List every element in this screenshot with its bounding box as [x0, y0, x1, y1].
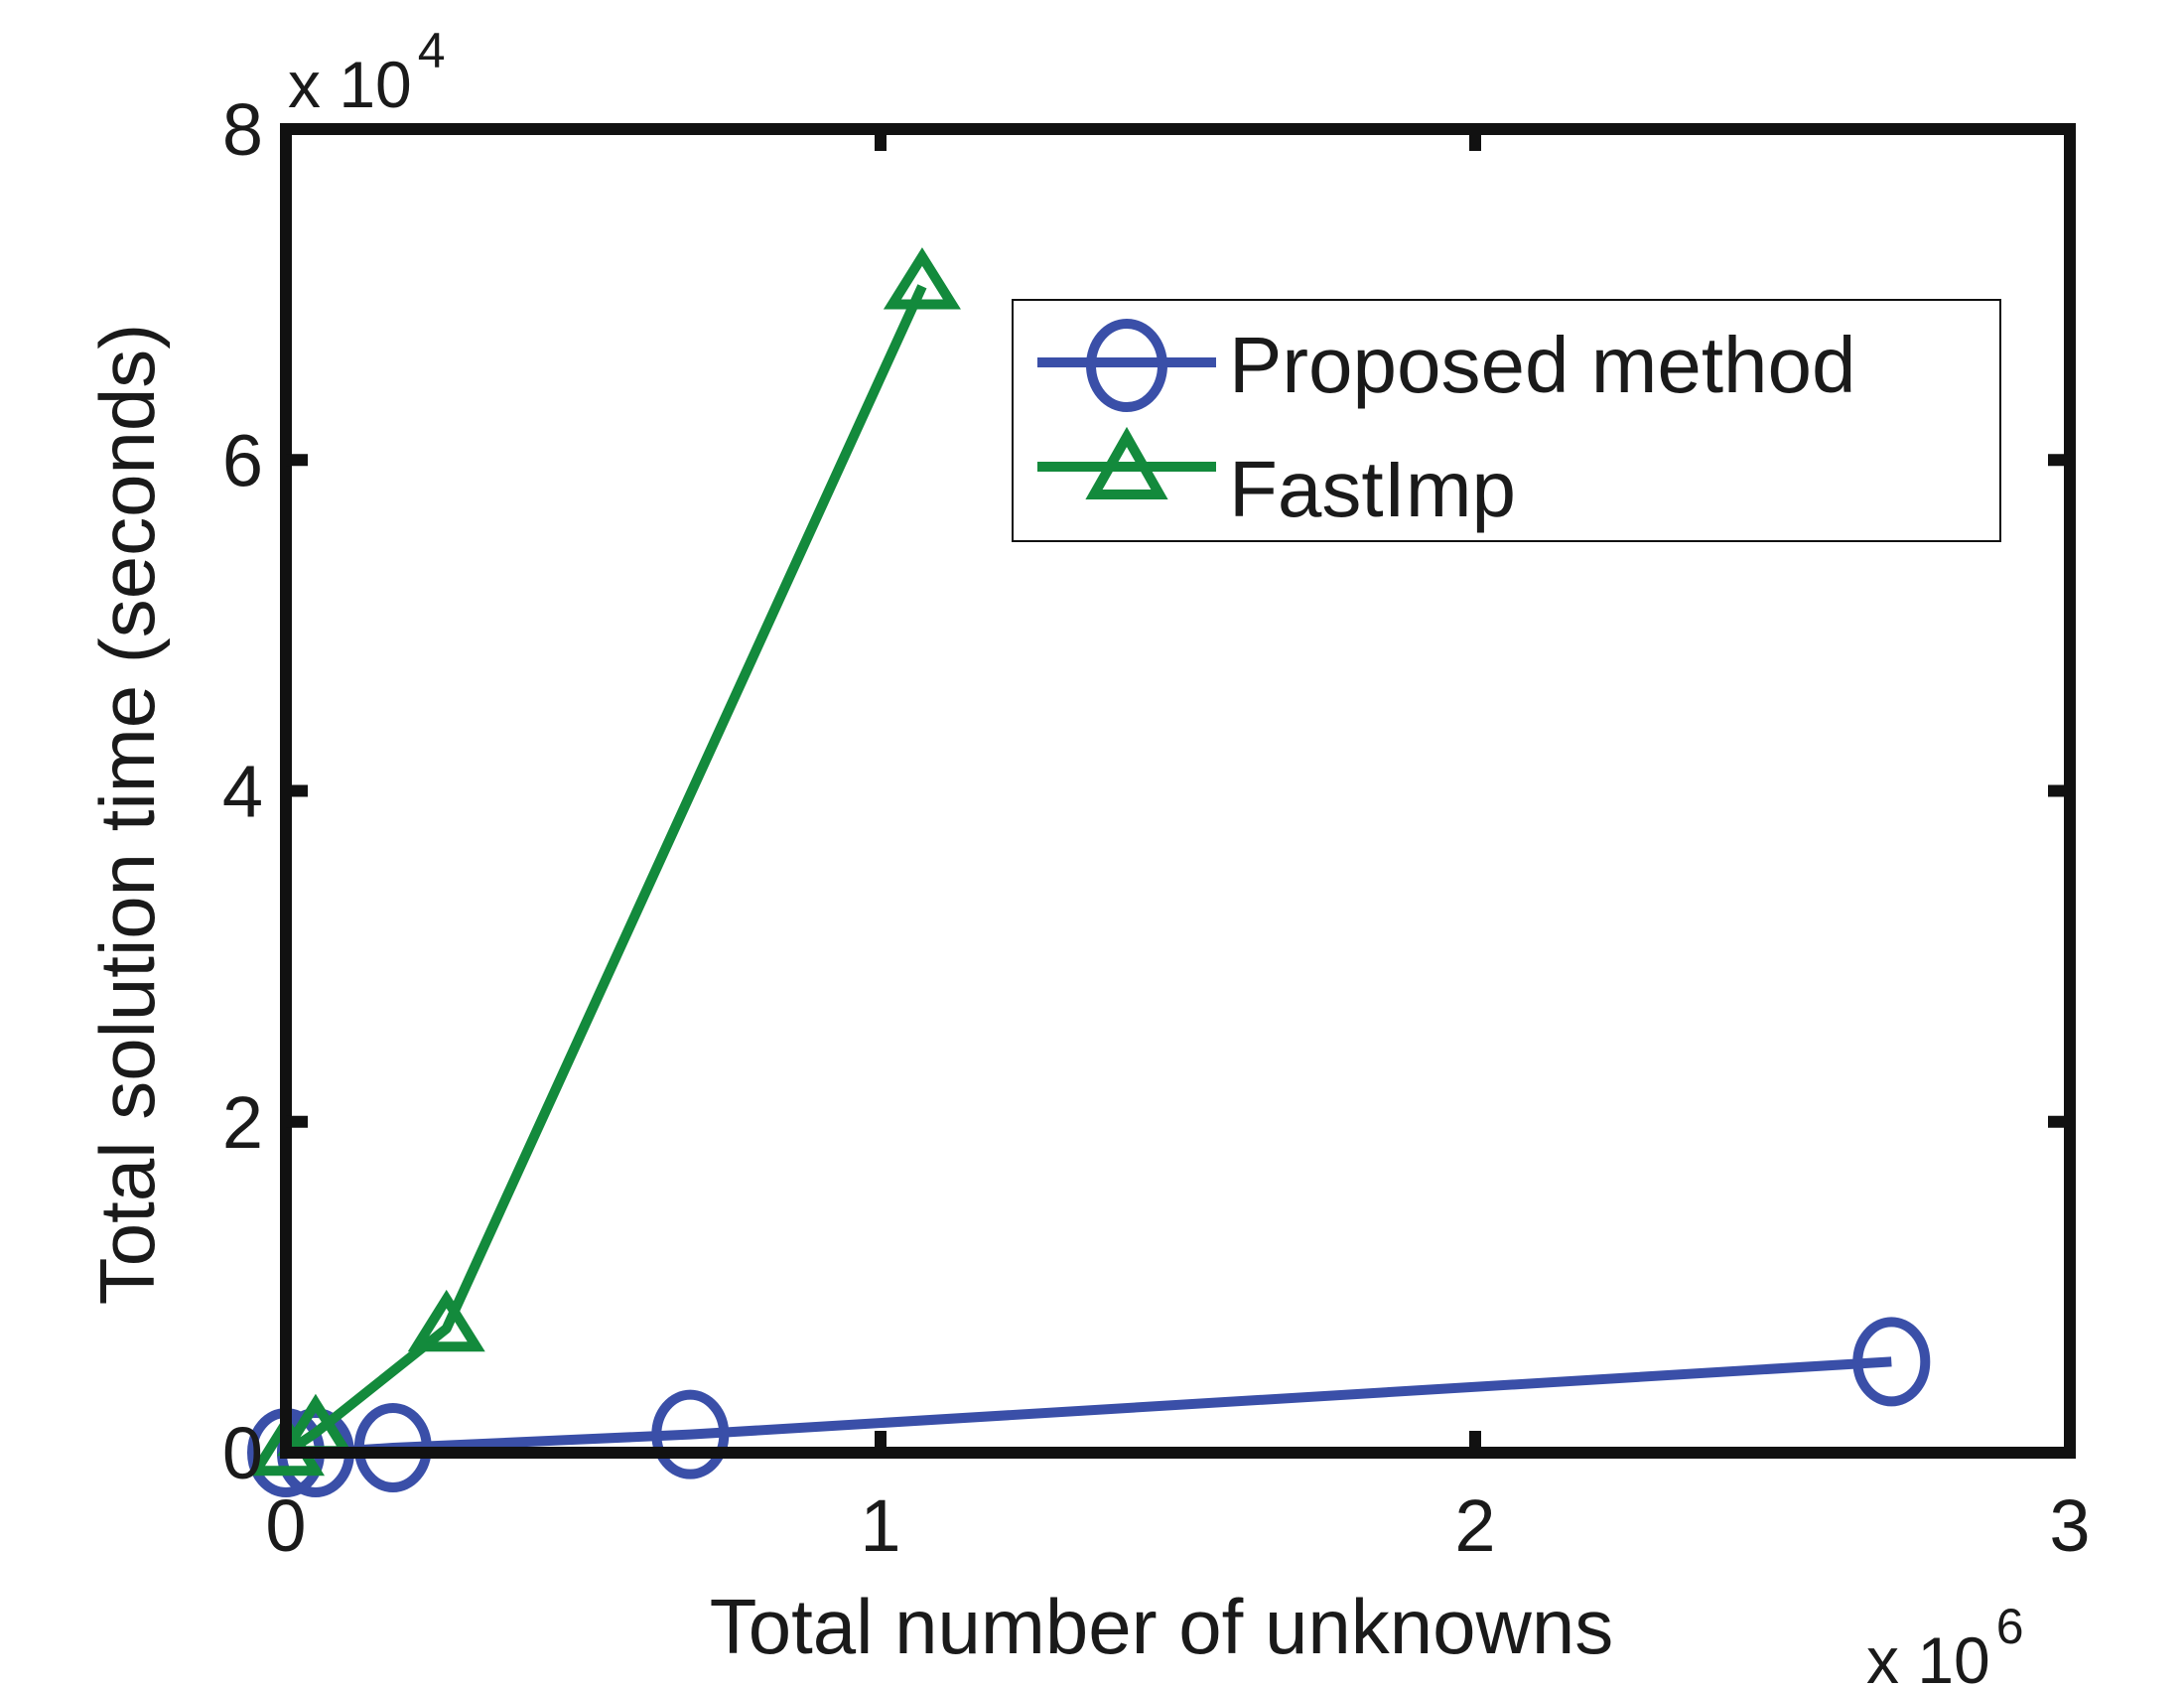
- y-multiplier-exponent: 4: [418, 23, 446, 78]
- x-multiplier-exponent: 6: [1996, 1599, 2024, 1654]
- y-tick-label-4: 8: [222, 88, 263, 171]
- ticks-layer: [280, 123, 2076, 1459]
- y-multiplier-base: x 10: [288, 48, 412, 121]
- legend-box: [1012, 299, 2001, 542]
- x-axis-multiplier: x 10 6: [1866, 1599, 2024, 1688]
- y-tick-label-0: 0: [222, 1412, 263, 1494]
- y-tick-label-2: 4: [222, 751, 263, 833]
- legend-triangle-marker: [1085, 426, 1168, 499]
- x-tick-label-3: 3: [2049, 1484, 2090, 1567]
- x-tick-label-1: 1: [860, 1484, 900, 1567]
- legend-entry-proposed: Proposed method: [1037, 319, 1856, 412]
- x-multiplier-base: x 10: [1866, 1623, 1990, 1688]
- legend-circle-marker: [1086, 319, 1167, 412]
- x-tick-label-2: 2: [1454, 1484, 1495, 1567]
- legend-label-proposed: Proposed method: [1229, 321, 1856, 409]
- legend-label-fastimp: FastImp: [1229, 445, 1516, 533]
- series-1-point-2: [407, 1289, 485, 1352]
- x-axis-label: Total number of unknowns: [710, 1583, 1614, 1670]
- x-tick-labels: 0 1 2 3: [265, 1484, 2090, 1567]
- series-1-point-3: [883, 247, 961, 310]
- series-0-point-3: [651, 1389, 730, 1479]
- y-axis-multiplier: x 10 4: [288, 23, 446, 121]
- series-0-point-4: [1852, 1317, 1931, 1407]
- y-tick-label-3: 6: [222, 419, 263, 501]
- x-tick-label-0: 0: [265, 1484, 306, 1567]
- legend-entry-fastimp: FastImp: [1037, 426, 1516, 533]
- legend: Proposed method FastImp: [1012, 299, 2001, 542]
- y-tick-label-1: 2: [222, 1081, 263, 1164]
- y-axis-label: Total solution time (seconds): [83, 324, 171, 1305]
- y-tick-labels: 0 2 4 6 8: [222, 88, 263, 1494]
